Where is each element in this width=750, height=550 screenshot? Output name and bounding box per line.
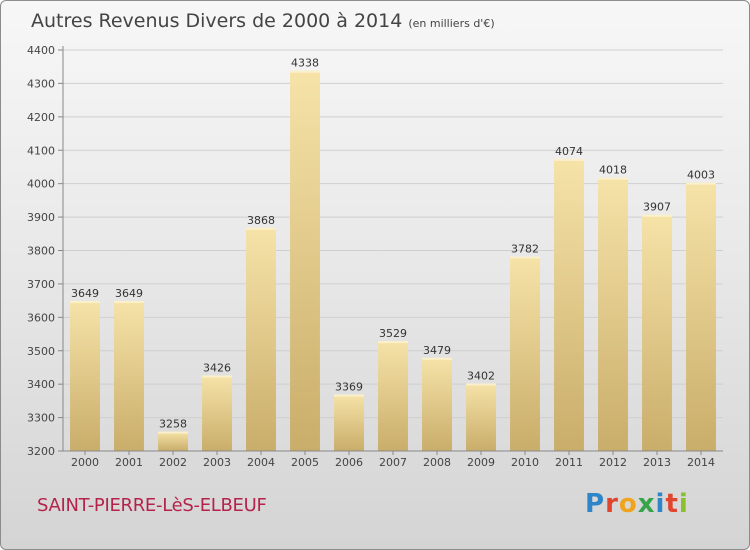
x-tick-label: 2003 — [203, 456, 231, 469]
x-tick-label: 2004 — [247, 456, 275, 469]
y-tick-label: 3200 — [27, 445, 55, 458]
x-tick-label: 2008 — [423, 456, 451, 469]
bar-2009 — [466, 383, 496, 451]
bar-highlight — [202, 375, 232, 378]
bar-highlight — [510, 256, 540, 259]
bar-2008 — [422, 357, 452, 451]
bar-2013 — [642, 214, 672, 451]
y-tick-label: 3800 — [27, 245, 55, 258]
y-tick-label: 3600 — [27, 311, 55, 324]
x-tick-label: 2010 — [511, 456, 539, 469]
data-label: 3479 — [423, 344, 451, 357]
bar-highlight — [598, 177, 628, 180]
axes — [58, 46, 723, 455]
x-tick-label: 2007 — [379, 456, 407, 469]
data-label: 3402 — [467, 369, 495, 382]
bar-2006 — [334, 394, 364, 451]
y-tick-label: 3700 — [27, 278, 55, 291]
bar-highlight — [466, 383, 496, 386]
bar-highlight — [334, 394, 364, 397]
y-tick-label: 4200 — [27, 111, 55, 124]
x-tick-label: 2009 — [467, 456, 495, 469]
bar-highlight — [290, 70, 320, 73]
bar-2010 — [510, 256, 540, 451]
bar-highlight — [554, 158, 584, 161]
bar-2000 — [70, 300, 100, 451]
bar-2004 — [246, 227, 276, 451]
data-label: 3868 — [247, 214, 275, 227]
bar-highlight — [642, 214, 672, 217]
bar-2005 — [290, 70, 320, 452]
data-label: 4074 — [555, 145, 583, 158]
y-tick-label: 4400 — [27, 44, 55, 57]
bar-highlight — [114, 300, 144, 303]
bar-highlight — [378, 341, 408, 344]
bars — [70, 70, 716, 452]
x-tick-label: 2001 — [115, 456, 143, 469]
data-label: 3369 — [335, 381, 363, 394]
chart-title-row: Autres Revenus Divers de 2000 à 2014 (en … — [31, 10, 495, 32]
brand-logo: Proxiti — [585, 489, 689, 519]
x-tick-label: 2014 — [687, 456, 715, 469]
labels: 3200 3300 3400 3500 3600 3700 3800 3900 4000 4100… — [27, 44, 715, 469]
bar-highlight — [158, 431, 188, 434]
bar-highlight — [686, 182, 716, 185]
y-tick-label: 3400 — [27, 378, 55, 391]
bar-2002 — [158, 431, 188, 451]
x-tick-label: 2002 — [159, 456, 187, 469]
data-label: 3529 — [379, 327, 407, 340]
data-label: 4018 — [599, 164, 627, 177]
y-tick-label: 3500 — [27, 345, 55, 358]
bar-2011 — [554, 158, 584, 451]
bar-2014 — [686, 182, 716, 451]
y-tick-label: 4100 — [27, 144, 55, 157]
bar-highlight — [246, 227, 276, 230]
y-tick-label: 4300 — [27, 77, 55, 90]
bar-2007 — [378, 341, 408, 451]
y-tick-label: 3900 — [27, 211, 55, 224]
y-tick-label: 3300 — [27, 412, 55, 425]
x-tick-label: 2006 — [335, 456, 363, 469]
y-tick-label: 4000 — [27, 178, 55, 191]
data-label: 3649 — [115, 287, 143, 300]
data-label: 3907 — [643, 201, 671, 214]
data-label: 3426 — [203, 361, 231, 374]
chart-subtitle: (en milliers d'€) — [408, 17, 495, 30]
data-label: 4003 — [687, 169, 715, 182]
chart-title: Autres Revenus Divers de 2000 à 2014 — [31, 10, 403, 32]
data-label: 3782 — [511, 243, 539, 256]
x-tick-label: 2012 — [599, 456, 627, 469]
data-label: 3258 — [159, 418, 187, 431]
x-tick-label: 2011 — [555, 456, 583, 469]
x-tick-label: 2013 — [643, 456, 671, 469]
x-tick-label: 2000 — [71, 456, 99, 469]
bar-2003 — [202, 375, 232, 451]
bar-highlight — [422, 357, 452, 360]
bar-2012 — [598, 177, 628, 451]
place-name: SAINT-PIERRE-LèS-ELBEUF — [37, 495, 267, 516]
data-label: 4338 — [291, 57, 319, 70]
data-label: 3649 — [71, 287, 99, 300]
bar-highlight — [70, 300, 100, 303]
bar-2001 — [114, 300, 144, 451]
x-tick-label: 2005 — [291, 456, 319, 469]
